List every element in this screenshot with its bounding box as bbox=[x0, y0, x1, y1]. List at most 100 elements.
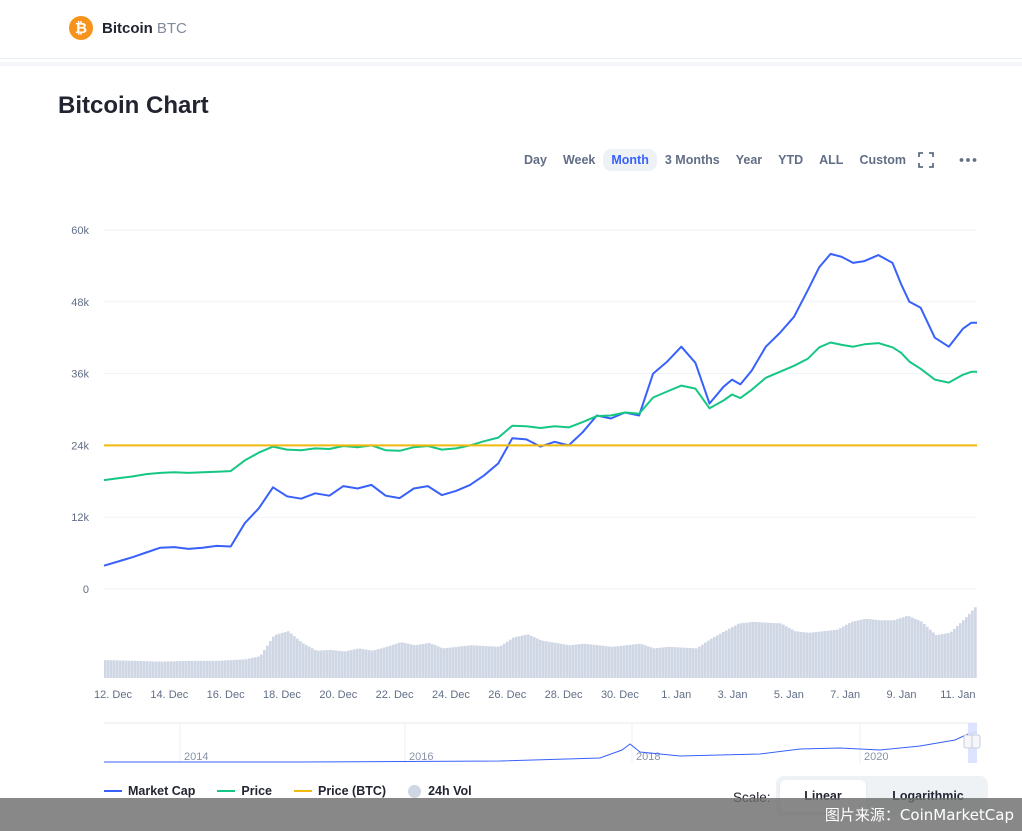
volume-bar bbox=[734, 625, 737, 678]
volume-bar bbox=[809, 632, 812, 678]
volume-bar bbox=[872, 619, 875, 678]
volume-bar bbox=[908, 616, 911, 678]
volume-bar bbox=[104, 660, 107, 678]
volume-bar bbox=[110, 660, 113, 678]
chart-title: Bitcoin Chart bbox=[58, 92, 209, 119]
volume-bar bbox=[344, 651, 347, 678]
volume-bar bbox=[260, 654, 263, 678]
x-tick-label: 5. Jan bbox=[774, 689, 804, 701]
volume-bar bbox=[824, 630, 827, 678]
coin-symbol: BTC bbox=[156, 20, 187, 37]
volume-bar bbox=[845, 624, 848, 678]
volume-bar bbox=[245, 659, 248, 678]
range-day-button[interactable]: Day bbox=[524, 153, 547, 167]
y-tick-label: 36k bbox=[71, 369, 89, 381]
legend-market-cap[interactable]: Market Cap bbox=[104, 784, 195, 798]
x-tick-label: 30. Dec bbox=[601, 689, 639, 701]
volume-bar bbox=[482, 645, 485, 678]
volume-bar bbox=[962, 620, 965, 678]
volume-bar bbox=[767, 622, 770, 678]
volume-bar bbox=[296, 638, 299, 678]
legend-market-cap-swatch bbox=[104, 790, 122, 792]
volume-bar bbox=[956, 626, 959, 678]
volume-bar bbox=[905, 616, 908, 678]
volume-bar bbox=[749, 622, 752, 678]
x-tick-label: 7. Jan bbox=[830, 689, 860, 701]
volume-bar bbox=[848, 623, 851, 678]
volume-bar bbox=[686, 647, 689, 678]
range-navigator[interactable]: 2014 2016 2018 2020 bbox=[104, 722, 981, 763]
volume-bar bbox=[746, 622, 749, 678]
volume-bar bbox=[938, 634, 941, 678]
volume-bar bbox=[218, 660, 221, 678]
volume-bar bbox=[365, 649, 368, 678]
volume-bar bbox=[671, 647, 674, 678]
range-custom-button[interactable]: Custom bbox=[859, 153, 906, 167]
y-tick-label: 0 bbox=[83, 584, 89, 596]
navigator-handle-left[interactable] bbox=[963, 734, 973, 749]
volume-bar bbox=[638, 643, 641, 678]
volume-bar bbox=[392, 644, 395, 678]
volume-bar bbox=[605, 646, 608, 678]
more-options-icon[interactable] bbox=[958, 150, 978, 170]
price-chart[interactable]: 0 12k 24k 36k 48k 60k 12. Dec 14. Dec 16. Dec 18… bbox=[0, 200, 1022, 775]
navigator-handle-right[interactable] bbox=[971, 734, 981, 749]
volume-bar bbox=[152, 661, 155, 678]
volume-bar bbox=[272, 636, 275, 678]
volume-bar bbox=[713, 637, 716, 678]
legend-24h-vol-swatch bbox=[408, 784, 422, 798]
volume-bar bbox=[578, 644, 581, 678]
coin-title[interactable]: Bitcoin BTC bbox=[102, 20, 187, 37]
volume-bar bbox=[662, 647, 665, 678]
volume-bar bbox=[794, 631, 797, 678]
range-week-button[interactable]: Week bbox=[562, 153, 596, 167]
volume-bar bbox=[386, 646, 389, 678]
volume-bar bbox=[851, 621, 854, 678]
range-year-button[interactable]: Year bbox=[735, 153, 763, 167]
legend-price[interactable]: Price bbox=[217, 784, 272, 798]
volume-bar bbox=[968, 613, 971, 678]
volume-bar bbox=[758, 622, 761, 678]
volume-bar bbox=[914, 618, 917, 678]
volume-bar bbox=[647, 646, 650, 678]
volume-bar bbox=[413, 645, 416, 678]
volume-bar bbox=[164, 661, 167, 678]
range-ytd-button[interactable]: YTD bbox=[778, 153, 804, 167]
volume-bar bbox=[875, 619, 878, 678]
volume-bar bbox=[107, 660, 110, 678]
volume-bar bbox=[167, 661, 170, 678]
volume-bar bbox=[575, 644, 578, 678]
range-all-button[interactable]: ALL bbox=[819, 153, 844, 167]
volume-bar bbox=[266, 645, 269, 678]
volume-bar bbox=[251, 657, 254, 678]
volume-bar bbox=[857, 620, 860, 678]
range-3-months-button[interactable]: 3 Months bbox=[664, 153, 720, 167]
range-month-button[interactable]: Month bbox=[603, 149, 657, 171]
volume-bar bbox=[257, 656, 260, 678]
volume-bar bbox=[632, 644, 635, 678]
volume-bar bbox=[407, 643, 410, 678]
volume-bar bbox=[389, 645, 392, 678]
volume-bar bbox=[212, 660, 215, 678]
volume-bar bbox=[950, 631, 953, 678]
volume-bar bbox=[227, 660, 230, 678]
volume-bar bbox=[536, 638, 539, 678]
volume-bar bbox=[563, 644, 566, 678]
volume-bar bbox=[284, 632, 287, 678]
volume-bar bbox=[182, 661, 185, 678]
legend-price-btc[interactable]: Price (BTC) bbox=[293, 784, 386, 798]
volume-bar bbox=[884, 620, 887, 678]
volume-bar bbox=[770, 622, 773, 678]
volume-bar bbox=[146, 661, 149, 678]
volume-bar bbox=[584, 643, 587, 678]
volume-bar bbox=[446, 647, 449, 678]
volume-bar bbox=[623, 645, 626, 678]
volume-bar bbox=[491, 646, 494, 678]
volume-bar bbox=[125, 660, 128, 678]
fullscreen-icon[interactable] bbox=[916, 150, 936, 170]
volume-bar bbox=[275, 634, 278, 678]
volume-bar bbox=[932, 632, 935, 678]
legend-24h-vol[interactable]: 24h Vol bbox=[408, 784, 472, 798]
volume-bar bbox=[197, 660, 200, 678]
volume-bar bbox=[650, 647, 653, 678]
